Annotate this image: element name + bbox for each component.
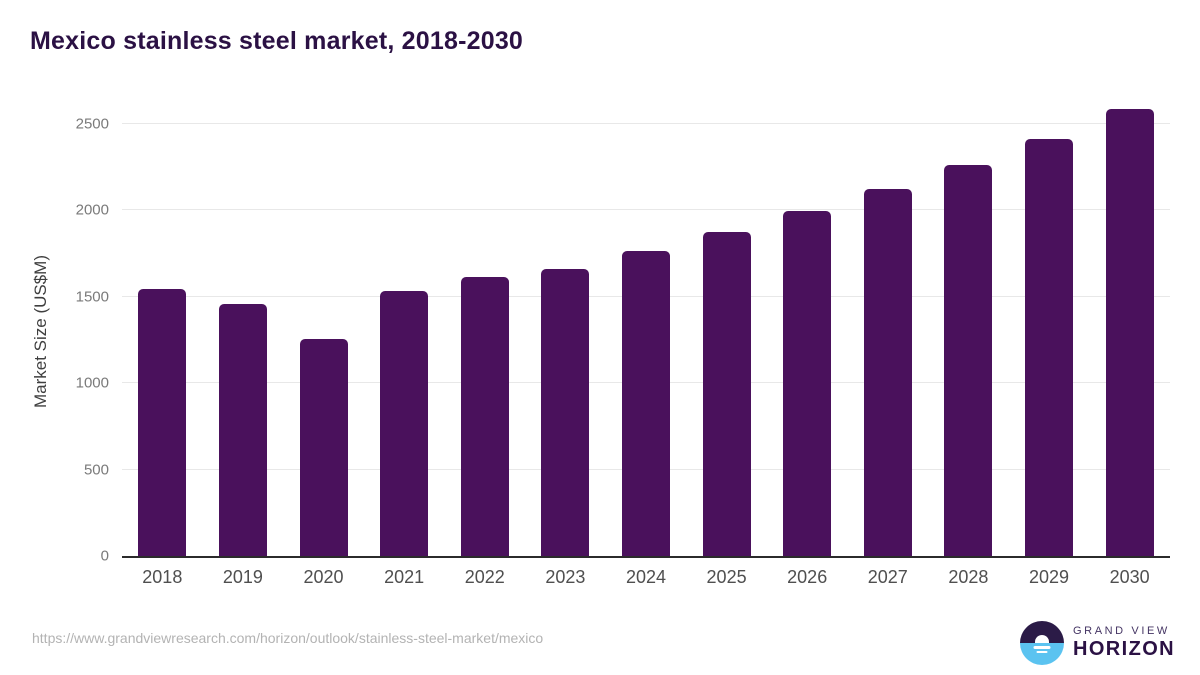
- bar-slot: [686, 105, 767, 556]
- logo-grand-view-text: GRAND VIEW: [1073, 625, 1170, 637]
- bar-slot: [525, 105, 606, 556]
- bar-slot: [122, 105, 203, 556]
- bar-2024: [621, 250, 670, 556]
- bar-slot: [203, 105, 284, 556]
- bar-slot: [1089, 105, 1170, 556]
- sun-shape: [1035, 635, 1049, 643]
- bars-layer: [122, 105, 1170, 556]
- bar-slot: [1009, 105, 1090, 556]
- bar-2026: [783, 211, 832, 556]
- x-tick-label: 2030: [1109, 567, 1150, 587]
- x-tick-label: 2028: [948, 567, 989, 587]
- grand-view-horizon-logo: GRAND VIEW HORIZON: [1020, 621, 1175, 665]
- y-tick-label: 2000: [75, 201, 109, 219]
- bar-2025: [702, 231, 751, 556]
- y-tick-label: 500: [83, 461, 109, 479]
- y-tick-label: 1500: [75, 288, 109, 306]
- bar-2023: [541, 269, 590, 556]
- x-tick-label: 2025: [706, 567, 747, 587]
- bar-slot: [928, 105, 1009, 556]
- logo-text: GRAND VIEW HORIZON: [1073, 625, 1175, 661]
- logo-horizon-text: HORIZON: [1073, 638, 1176, 660]
- gridline: [122, 122, 1170, 124]
- y-tick-label: 0: [100, 547, 109, 565]
- plot-area: 0 500 1000 1500 2000 2500: [76, 105, 1170, 565]
- x-tick-label: 2026: [787, 567, 828, 587]
- chart-title: Mexico stainless steel market, 2018-2030: [30, 27, 524, 55]
- bar-2022: [460, 276, 509, 556]
- reflection-dash: [1033, 646, 1051, 649]
- bar-slot: [283, 105, 364, 556]
- x-tick-label: 2018: [142, 567, 183, 587]
- x-tick-label: 2022: [464, 567, 505, 587]
- bar-2029: [1025, 138, 1073, 556]
- x-tick-label: 2020: [303, 567, 344, 587]
- gridline: [122, 209, 1170, 211]
- bar-2028: [944, 164, 993, 556]
- source-url: https://www.grandviewresearch.com/horizo…: [32, 630, 544, 646]
- x-axis-labels: 2018 2019 2020 2021 2022 2023 2024 2025 2026 2027…: [122, 567, 1170, 588]
- y-tick-label: 2500: [75, 115, 109, 133]
- bar-2021: [380, 290, 429, 556]
- reflection-dash: [1036, 650, 1048, 653]
- y-axis-title-text: Market Size (US$M): [31, 254, 50, 409]
- y-axis-title: Market Size (US$M): [24, 105, 58, 558]
- x-tick-label: 2027: [867, 567, 908, 587]
- bar-2018: [138, 288, 187, 556]
- sunrise-horizon-icon: [1020, 621, 1064, 665]
- x-tick-label: 2021: [384, 567, 425, 587]
- bar-slot: [364, 105, 445, 556]
- x-tick-label: 2023: [545, 567, 586, 587]
- x-tick-label: 2024: [625, 567, 666, 587]
- y-tick-label: 1000: [75, 374, 109, 392]
- bar-slot: [847, 105, 928, 556]
- bar-2019: [218, 303, 267, 556]
- bar-2020: [299, 339, 348, 556]
- bar-slot: [444, 105, 525, 556]
- bar-slot: [606, 105, 687, 556]
- bar-2030: [1105, 109, 1154, 556]
- x-tick-label: 2029: [1028, 567, 1070, 587]
- x-tick-label: 2019: [222, 567, 263, 587]
- bar-slot: [767, 105, 848, 556]
- bar-2027: [863, 188, 912, 556]
